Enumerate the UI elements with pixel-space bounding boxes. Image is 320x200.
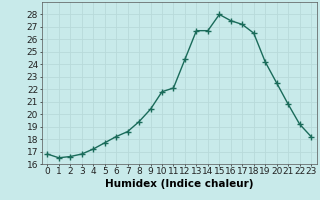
X-axis label: Humidex (Indice chaleur): Humidex (Indice chaleur) [105,179,253,189]
